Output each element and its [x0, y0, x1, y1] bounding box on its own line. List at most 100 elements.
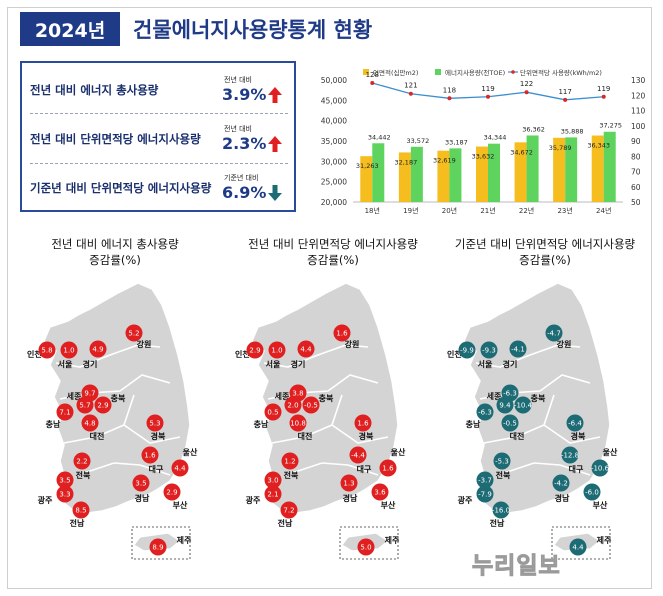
region-label-gangwon: 강원: [137, 339, 152, 349]
line-point: [447, 96, 452, 101]
value-label-gangwon: -4.7: [547, 330, 561, 338]
x-tick-label: 23년: [557, 206, 572, 215]
region-label-chungbuk: 충북: [319, 393, 334, 403]
region-label-chungnam: 충남: [46, 419, 61, 429]
y-right-tick-label: 70: [631, 168, 641, 177]
value-label-jeonnam: 8.5: [75, 507, 86, 515]
value-label-extra1: 5.7: [79, 402, 90, 410]
line-point-label: 117: [558, 88, 571, 96]
value-label-chungnam: -6.3: [478, 409, 492, 417]
bar-energy: [565, 137, 578, 202]
summary-note: 전년 대비: [224, 125, 252, 133]
bar-area-label: 35,789: [549, 144, 572, 152]
value-label-chungbuk: 2.9: [97, 402, 108, 410]
value-label-extra2: -3.7: [478, 477, 492, 485]
province-border: [321, 462, 379, 476]
region-label-jeju: 제주: [177, 535, 192, 545]
value-bubble-daegu: [141, 446, 159, 464]
region-label-jeonbuk: 전북: [284, 470, 299, 480]
arrow-up-icon: [268, 136, 282, 152]
value-bubble-extra1: [496, 396, 514, 414]
value-bubble-gwangju: [476, 485, 494, 503]
line-point-label: 121: [404, 82, 417, 90]
bar-energy: [449, 148, 462, 202]
region-label-daegu: 대구: [149, 464, 164, 474]
summary-row-unit: 전년 대비 단위면적당 에너지사용량 전년 대비 2.3%: [22, 114, 294, 163]
value-bubble-gyeongbuk: [354, 414, 372, 432]
line-point: [408, 91, 413, 96]
region-label-jeonnam: 전남: [490, 518, 505, 528]
value-label-ulsan: -10.6: [591, 465, 610, 473]
map-title: 기준년 대비 단위면적당 에너지사용량 증감률(%): [440, 236, 650, 268]
province-border: [291, 462, 323, 474]
value-bubble-busan: [163, 483, 181, 501]
y-right-tick-label: 100: [631, 122, 646, 131]
value-label-jeonnam: 7.2: [283, 507, 294, 515]
bar-energy: [410, 146, 423, 202]
value-bubble-gwangju: [56, 485, 74, 503]
value-label-sejong: 3.8: [292, 390, 303, 398]
jeju-inset-box: [551, 526, 611, 560]
region-label-sejong: 세종: [67, 391, 82, 401]
bar-energy-label: 34,442: [368, 133, 391, 141]
province-border: [543, 424, 601, 444]
region-label-busan: 부산: [173, 500, 188, 510]
line-point: [486, 94, 490, 99]
summary-panel: 전년 대비 에너지 총사용량 전년 대비 3.9% 전년 대비 단위면적당 에너…: [20, 61, 296, 212]
province-border: [543, 394, 555, 426]
y-left-tick-label: 35,000: [321, 137, 347, 146]
value-label-gyeongbuk: -6.4: [568, 420, 582, 428]
region-label-gyeonggi: 경기: [503, 359, 518, 369]
region-label-gyeongbuk: 경북: [151, 431, 166, 441]
value-bubble-gyeongnam: [132, 474, 150, 492]
province-border: [267, 374, 379, 400]
line-point-label: 119: [481, 85, 494, 93]
region-label-jeonbuk: 전북: [496, 470, 511, 480]
bar-area: [514, 142, 527, 202]
value-label-seoul: 1.0: [271, 347, 282, 355]
region-label-daejeon: 대전: [298, 431, 313, 441]
bar-energy: [526, 135, 539, 202]
value-bubble-chungnam: [264, 403, 282, 421]
value-label-ulsan: 1.6: [382, 465, 394, 473]
y-left-tick-label: 30,000: [321, 157, 347, 166]
region-label-gyeongbuk: 경북: [571, 431, 586, 441]
map-title-line: 전년 대비 단위면적당 에너지사용량: [248, 237, 418, 251]
legend-swatch: [435, 69, 441, 75]
x-tick-label: 24년: [596, 206, 611, 215]
value-bubble-busan: [583, 483, 601, 501]
value-bubble-ulsan: [171, 459, 189, 477]
value-bubble-chungnam: [476, 403, 494, 421]
y-right-tick-label: 80: [631, 152, 641, 161]
region-label-jeonnam: 전남: [278, 518, 293, 528]
summary-label: 기준년 대비 단위면적당 에너지사용량: [30, 181, 212, 195]
value-label-sejong: 9.7: [84, 390, 95, 398]
value-label-gyeonggi: -4.1: [511, 346, 525, 354]
region-label-ulsan: 울산: [391, 447, 406, 457]
region-label-gyeongnam: 경남: [555, 493, 570, 503]
region-label-gyeonggi: 경기: [291, 359, 306, 369]
bar-area: [591, 135, 604, 202]
value-label-busan: -6.0: [585, 489, 599, 497]
value-bubble-incheon: [246, 341, 264, 359]
divider: [30, 113, 288, 114]
map-title: 전년 대비 단위면적당 에너지사용량 증감률(%): [228, 236, 438, 268]
y-right-tick-label: 90: [631, 137, 641, 146]
value-label-jeonbuk: -5.3: [495, 458, 509, 466]
page-title: 건물에너지사용량통계 현황: [133, 18, 373, 42]
value-bubble-daejeon: [289, 414, 307, 432]
value-label-chungnam: 0.5: [267, 409, 278, 417]
bar-area-label: 32,187: [394, 158, 417, 166]
y-right-tick-label: 50: [631, 198, 641, 207]
line-point-label: 119: [597, 85, 610, 93]
value-bubble-gyeonggi: [297, 340, 315, 358]
region-label-daegu: 대구: [569, 464, 584, 474]
x-tick-label: 19년: [403, 206, 418, 215]
region-label-busan: 부산: [593, 500, 608, 510]
province-border: [483, 424, 545, 444]
province-border: [533, 462, 591, 476]
bar-area-label: 34,672: [510, 148, 533, 156]
region-label-ulsan: 울산: [603, 447, 618, 457]
bar-energy: [372, 143, 385, 202]
